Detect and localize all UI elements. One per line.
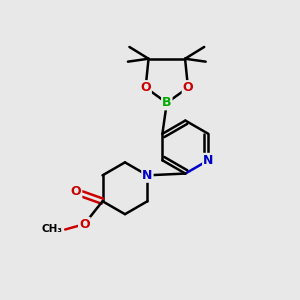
Text: O: O (71, 185, 81, 198)
Text: N: N (203, 154, 214, 167)
Text: B: B (162, 96, 172, 110)
Text: N: N (142, 169, 153, 182)
Text: CH₃: CH₃ (42, 224, 63, 235)
Text: O: O (79, 218, 90, 231)
Text: O: O (183, 81, 193, 94)
Text: O: O (140, 81, 151, 94)
